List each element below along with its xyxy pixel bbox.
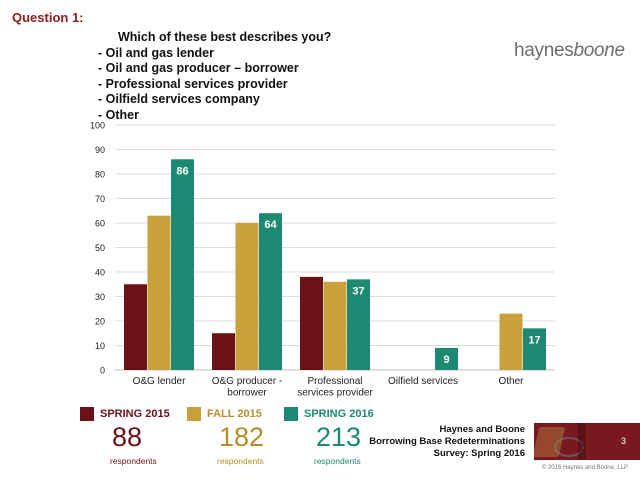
footer-line: Borrowing Base Redeterminations [369,436,525,447]
respondent-unit: respondents [314,456,361,466]
x-tick-label: Oilfield services [388,376,458,387]
option-item: Oil and gas producer – borrower [98,61,299,76]
bar [235,223,259,370]
bar [347,279,370,370]
respondent-count: 182 [219,422,265,452]
option-item: Oilfield services company [98,92,299,107]
y-tick-label: 40 [95,268,105,278]
copyright-text: © 2016 Haynes and Boone, LLP [541,465,628,471]
bar [147,215,171,370]
legend-label: FALL 2015 [207,408,262,420]
data-label: 17 [528,334,540,346]
respondent-unit: respondents [110,456,157,466]
bar [323,281,347,370]
x-tick-label: borrower [227,388,267,399]
y-tick-label: 70 [95,194,105,204]
bar [435,347,458,370]
bar [259,213,282,370]
data-label: 37 [352,285,364,297]
bar-chart: 0 10 20 30 40 50 60 70 80 90 100 86 O&G lender 64 O&G … [90,121,555,399]
y-tick-label: 30 [95,292,105,302]
y-tick-label: 50 [95,243,105,253]
respondent-unit: respondents [217,456,264,466]
haynesboone-logo: haynesboone [514,40,625,62]
bar [124,284,147,370]
question-number: Question 1: [12,10,84,25]
footer-line: Haynes and Boone [439,424,525,435]
option-item: Professional services provider [98,77,299,92]
logo-text-regular: haynes [514,40,574,61]
data-label: 86 [176,165,188,177]
x-tick-label: Professional [307,376,362,387]
y-tick-label: 60 [95,219,105,229]
y-tick-label: 20 [95,317,105,327]
y-tick-label: 100 [90,121,105,131]
data-label: 9 [443,354,449,366]
x-tick-label: services provider [297,388,373,399]
options-list: Oil and gas lender Oil and gas producer … [98,46,299,123]
y-tick-label: 0 [100,366,105,376]
footer-line: Survey: Spring 2016 [433,448,525,459]
respondent-count: 88 [112,422,143,452]
option-item: Other [98,108,299,123]
footer-image-box: 3 [534,423,640,460]
x-tick-label: Other [498,376,524,387]
bar [499,313,523,370]
page-number: 3 [620,436,626,446]
y-tick-label: 10 [95,341,105,351]
option-item: Oil and gas lender [98,46,299,61]
bar [300,276,323,370]
y-tick-label: 90 [95,145,105,155]
legend-swatch [80,407,94,421]
legend-label: SPRING 2015 [100,408,170,420]
footer-decor [578,423,586,460]
data-label: 64 [264,219,277,231]
logo-text-italic: boone [573,40,625,61]
x-tick-label: O&G lender [133,376,186,387]
bar [523,328,546,370]
legend-label: SPRING 2016 [304,408,374,420]
question-text: Which of these best describes you? [118,30,332,44]
respondent-count: 213 [316,422,362,452]
legend-swatch [187,407,201,421]
y-tick-label: 80 [95,170,105,180]
legend-swatch [284,407,298,421]
footer-title: Haynes and Boone Borrowing Base Redeterm… [369,424,525,460]
bar [171,159,194,370]
bar [212,333,235,370]
x-tick-label: O&G producer - [212,376,283,387]
